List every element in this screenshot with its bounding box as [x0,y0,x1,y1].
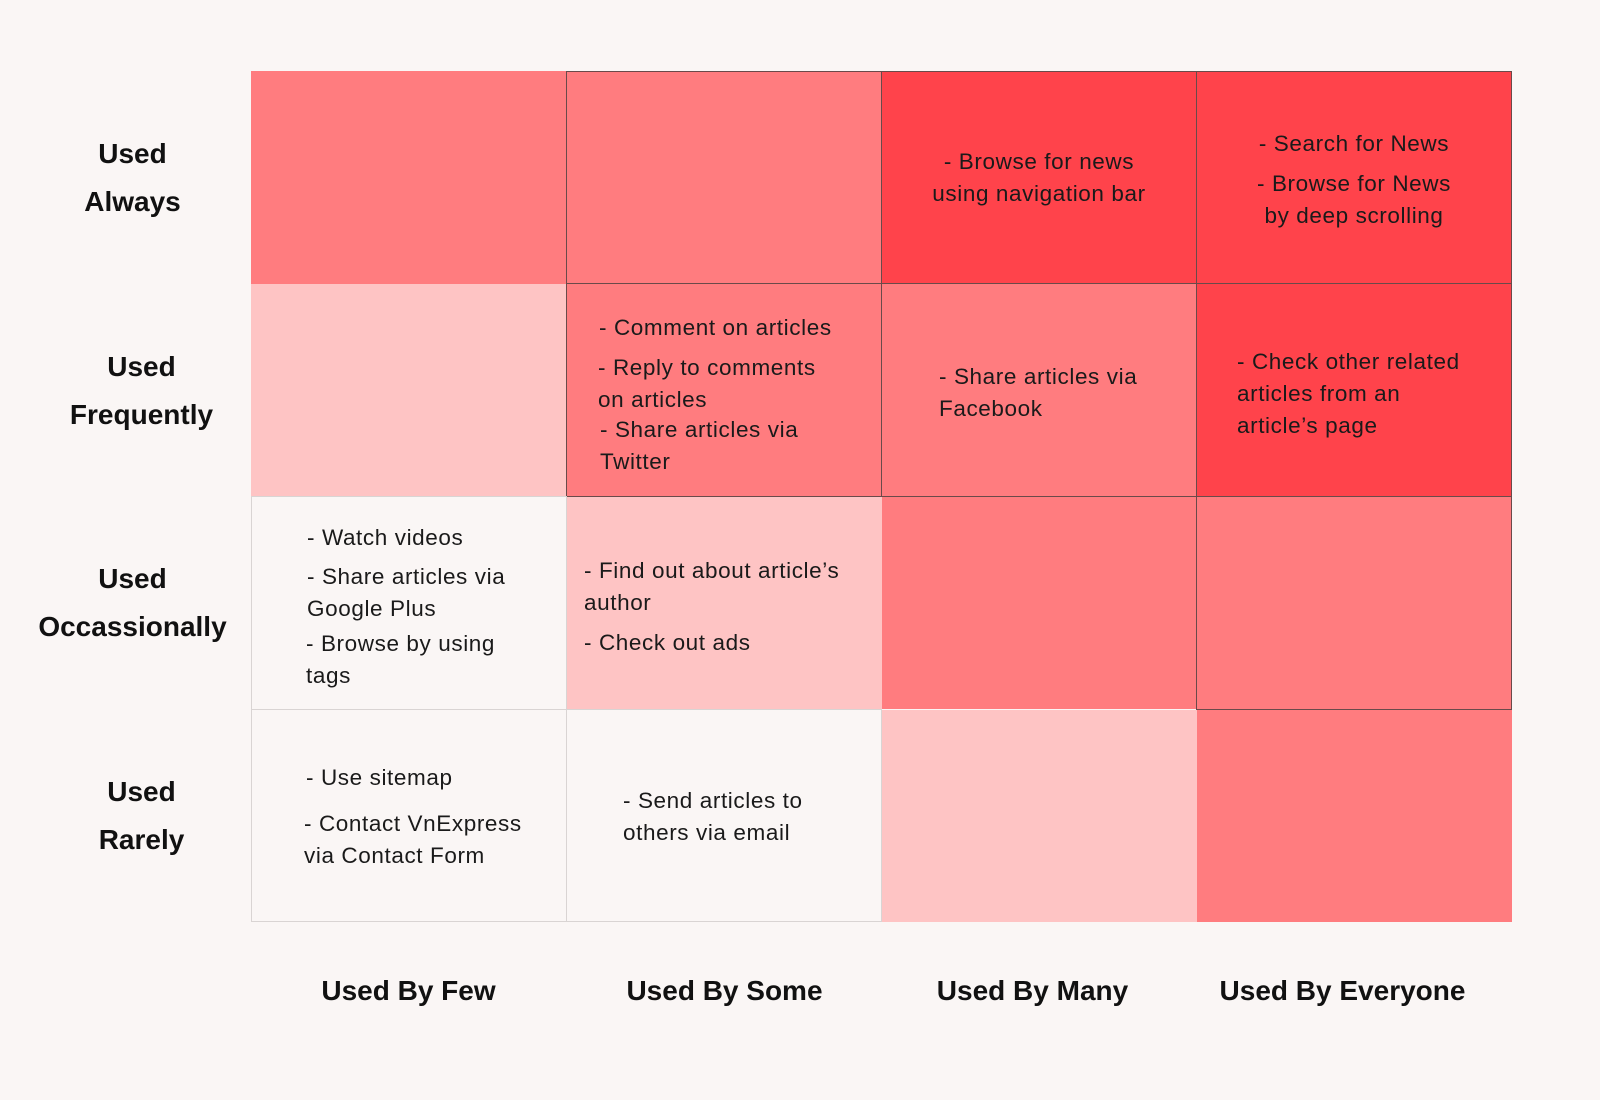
cell-always-many: - Browse for news using navigation bar [881,71,1197,284]
feature-item: - Use sitemap [306,762,453,794]
cell-always-some [566,71,882,284]
feature-text: using navigation bar [932,181,1146,206]
cell-occasionally-some: - Find out about article’s author - Chec… [567,497,882,709]
feature-text: Facebook [939,396,1043,421]
column-label-used-by-everyone: Used By Everyone [1219,975,1466,1006]
cell-rarely-some: - Send articles to others via email [566,709,882,922]
feature-text: - Find out about article’s [584,558,840,583]
row-label-used-occasionally: Used Occassionally [20,496,245,709]
row-label-used-always: Used Always [20,71,245,284]
feature-item: - Send articles to others via email [623,785,803,849]
column-label-used-by-many: Used By Many [936,975,1129,1006]
row-label-line: Used [98,137,167,169]
feature-item: - Comment on articles [599,312,832,344]
row-label-line: Used [98,562,167,594]
feature-text: - Use sitemap [306,765,453,790]
feature-text: tags [306,663,351,688]
row-label-line: Rarely [98,823,185,855]
feature-item: - Search for News [1197,128,1511,160]
feature-item: - Browse for news using navigation bar [882,146,1196,210]
feature-text: - Check other related [1237,349,1460,374]
feature-text: - Check out ads [584,630,751,655]
cell-occasionally-many [882,497,1197,709]
feature-text: by deep scrolling [1264,203,1444,228]
feature-item: - Contact VnExpress via Contact Form [304,808,522,872]
cell-occasionally-few: - Watch videos - Share articles via Goog… [251,496,567,710]
feature-item: - Watch videos [307,522,463,554]
feature-text: - Browse for News [1257,171,1451,196]
cell-always-few [251,71,567,284]
row-label-used-rarely: Used Rarely [24,709,259,922]
row-label-line: Frequently [69,398,214,430]
feature-text: articles from an [1237,381,1401,406]
cell-frequently-many: - Share articles via Facebook [881,283,1197,497]
feature-item: - Check out ads [584,627,751,659]
feature-text: on articles [598,387,708,412]
cell-frequently-everyone: - Check other related articles from an a… [1196,283,1512,497]
feature-text: - Share articles via [600,417,799,442]
feature-text: - Watch videos [307,525,464,550]
feature-item: - Check other related articles from an a… [1237,346,1460,442]
feature-item: - Share articles via Google Plus [307,561,505,625]
feature-text: - Share articles via [307,564,506,589]
row-label-line: Always [84,185,181,217]
feature-text: - Browse for news [943,149,1135,174]
row-label-line: Used [107,775,176,807]
row-label-line: Used [107,350,176,382]
feature-text: - Comment on articles [599,315,832,340]
feature-text: - Reply to comments [598,355,816,380]
feature-item: - Find out about article’s author [584,555,839,619]
feature-text: - Contact VnExpress [304,811,522,836]
cell-rarely-many [882,710,1197,922]
feature-text: - Share articles via [939,364,1138,389]
feature-text: author [584,590,652,615]
feature-text: via Contact Form [304,843,485,868]
feature-item: - Share articles via Twitter [600,414,798,478]
row-label-line: Occassionally [38,610,227,642]
cell-always-everyone: - Search for News - Browse for News by d… [1196,71,1512,284]
column-label-used-by-some: Used By Some [626,975,823,1006]
column-label-used-by-few: Used By Few [321,975,496,1006]
cell-frequently-few [251,284,567,497]
feature-text: - Browse by using [306,631,496,656]
feature-text: - Send articles to [623,788,803,813]
feature-item: - Reply to comments on articles [598,352,816,416]
feature-text: Twitter [600,449,671,474]
cell-rarely-few: - Use sitemap - Contact VnExpress via Co… [251,709,567,922]
feature-text: Google Plus [307,596,437,621]
cell-frequently-some: - Comment on articles - Reply to comment… [566,283,882,497]
feature-item: - Browse for News by deep scrolling [1197,168,1511,232]
cell-rarely-everyone [1197,710,1512,922]
row-label-used-frequently: Used Frequently [24,284,259,497]
cell-occasionally-everyone [1196,496,1512,710]
feature-item: - Browse by using tags [306,628,495,692]
feature-text: article’s page [1237,413,1378,438]
feature-text: - Search for News [1258,131,1450,156]
feature-item: - Share articles via Facebook [939,361,1137,425]
feature-text: others via email [623,820,791,845]
